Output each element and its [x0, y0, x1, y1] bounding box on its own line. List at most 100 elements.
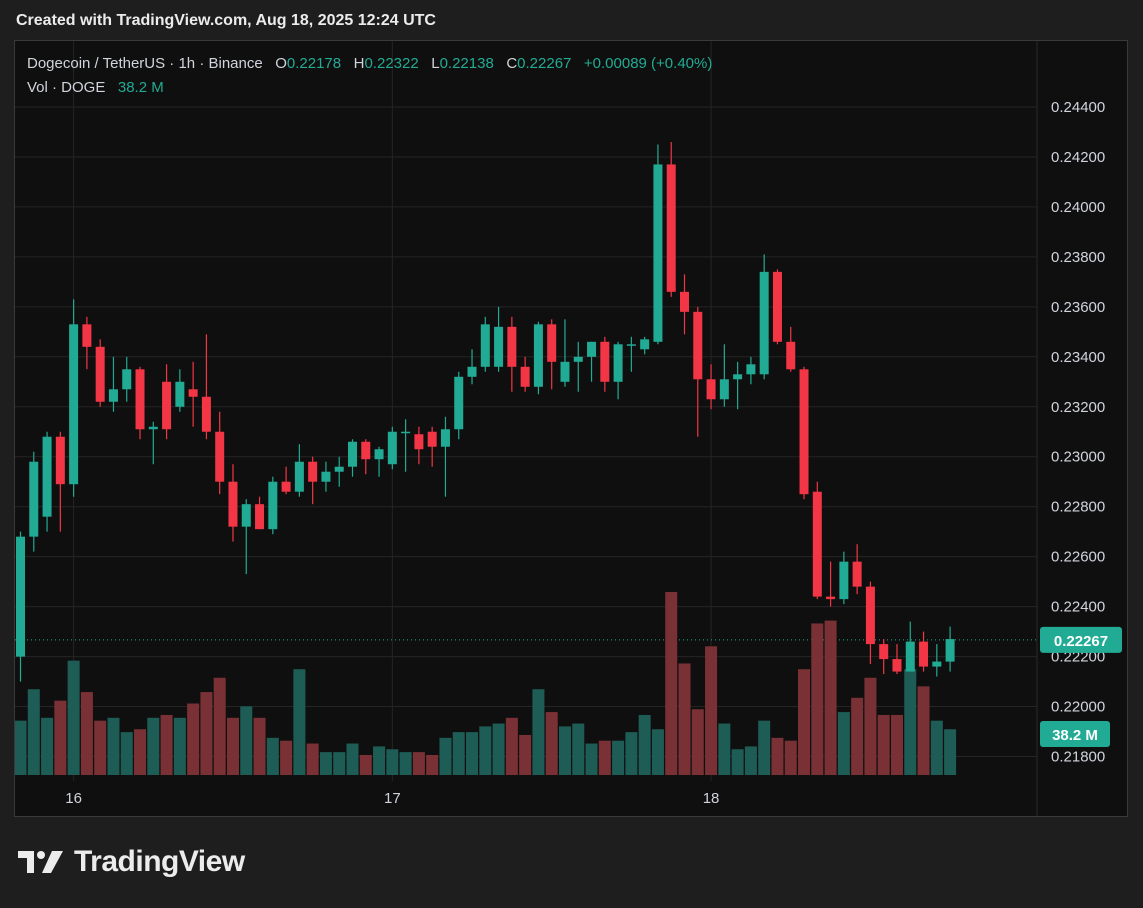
brand-wordmark: TradingView — [74, 845, 245, 878]
candle-body — [520, 366, 530, 387]
candle-body — [945, 639, 955, 662]
candle-body — [706, 379, 716, 400]
volume-bars — [15, 592, 957, 775]
price-tick-label: 0.23200 — [1051, 399, 1105, 416]
volume-bar — [266, 737, 279, 775]
volume-bar — [399, 752, 412, 775]
tradingview-logo-icon — [18, 851, 63, 873]
volume-bar — [545, 712, 558, 775]
volume-bar — [15, 720, 27, 775]
candle-body — [29, 461, 39, 537]
time-tick-label: 17 — [384, 790, 401, 807]
volume-bar — [944, 729, 957, 775]
open-label: O — [275, 55, 287, 72]
candle-body — [69, 324, 79, 485]
volume-bar — [651, 729, 664, 775]
volume-bar — [439, 737, 452, 775]
close-label: C — [506, 55, 518, 72]
volume-bar — [479, 726, 492, 775]
candle-body — [494, 326, 504, 367]
volume-bar — [187, 703, 200, 775]
low-value: 0.22138 — [439, 55, 494, 72]
candle-body — [108, 389, 118, 402]
volume-bar — [173, 717, 186, 775]
volume-bar — [160, 714, 173, 775]
volume-badge-text: 38.2 M — [1052, 727, 1098, 744]
candle-body — [162, 381, 172, 430]
volume-bar — [280, 740, 293, 775]
candle-body — [148, 426, 158, 430]
volume-bar — [200, 692, 213, 775]
volume-bar — [505, 717, 518, 775]
volume-bar — [665, 592, 678, 775]
candle-body — [454, 376, 464, 430]
candle-body — [680, 291, 689, 312]
candle-body — [348, 441, 357, 467]
candle-body — [281, 481, 291, 492]
candle-body — [560, 361, 570, 382]
chart-panel[interactable]: 0.24400 0.24200 0.24000 0.23800 0.23600 0.234… — [14, 40, 1128, 817]
volume-bar — [718, 723, 731, 775]
candle-body — [653, 164, 663, 342]
volume-bar — [412, 752, 425, 775]
candle-body — [666, 164, 676, 292]
candle-body — [799, 369, 809, 495]
volume-bar — [54, 700, 67, 775]
low-label: L — [431, 55, 440, 72]
candle-body — [480, 324, 490, 367]
candle-body — [812, 491, 822, 597]
high-label: H — [353, 55, 365, 72]
volume-bar — [67, 660, 80, 775]
price-tick-label: 0.22000 — [1051, 699, 1105, 716]
time-tick-label: 16 — [65, 790, 82, 807]
price-tick-label: 0.22800 — [1051, 499, 1105, 516]
candle-body — [361, 441, 371, 460]
candle-body — [772, 271, 782, 342]
price-tick-label: 0.23800 — [1051, 249, 1105, 266]
candle-body — [201, 396, 211, 432]
candle-body — [600, 341, 610, 382]
candle-body — [892, 659, 902, 672]
volume-bar — [744, 746, 757, 775]
candle-body — [334, 466, 344, 472]
candle-body — [919, 641, 929, 667]
candle-body — [826, 596, 836, 600]
candle-body — [932, 661, 942, 667]
candle-body — [95, 346, 105, 402]
price-badges: 0.22267 38.2 M — [1040, 626, 1122, 747]
candle-body — [905, 641, 915, 672]
time-axis: 16 17 18 — [65, 790, 719, 807]
volume-bar — [625, 732, 638, 775]
candle-body — [879, 644, 889, 660]
candle-body — [533, 324, 543, 387]
volume-bar — [691, 709, 704, 775]
volume-bar — [386, 749, 399, 775]
volume-bar — [864, 677, 877, 775]
candle-body — [440, 429, 450, 447]
candle-body — [228, 481, 238, 527]
volume-bar — [731, 749, 744, 775]
volume-bar — [27, 689, 40, 775]
tradingview-logo[interactable]: TradingView — [18, 845, 245, 879]
legend: Dogecoin / TetherUS · 1h · Binance O0.22… — [27, 55, 712, 96]
candle-body — [467, 366, 477, 377]
time-tick-label: 18 — [703, 790, 720, 807]
volume-bar — [94, 720, 107, 775]
caption: Created with TradingView.com, Aug 18, 20… — [16, 12, 436, 29]
candle-body — [414, 434, 424, 450]
candle-body — [294, 461, 304, 492]
candle-body — [507, 326, 517, 367]
volume-bar — [678, 663, 691, 775]
candlestick-chart[interactable]: 0.24400 0.24200 0.24000 0.23800 0.23600 0.234… — [15, 41, 1127, 816]
candle-body — [122, 369, 132, 390]
candle-body — [587, 341, 597, 357]
volume-bar — [798, 669, 811, 775]
volume-bar — [758, 720, 771, 775]
price-tick-label: 0.23400 — [1051, 349, 1105, 366]
candle-body — [255, 504, 265, 530]
candle-body — [746, 364, 756, 375]
volume-bar — [824, 620, 837, 775]
price-tick-label: 0.22600 — [1051, 549, 1105, 566]
last-price-badge — [1040, 626, 1122, 653]
change-value: +0.00089 (+0.40%) — [583, 55, 713, 72]
